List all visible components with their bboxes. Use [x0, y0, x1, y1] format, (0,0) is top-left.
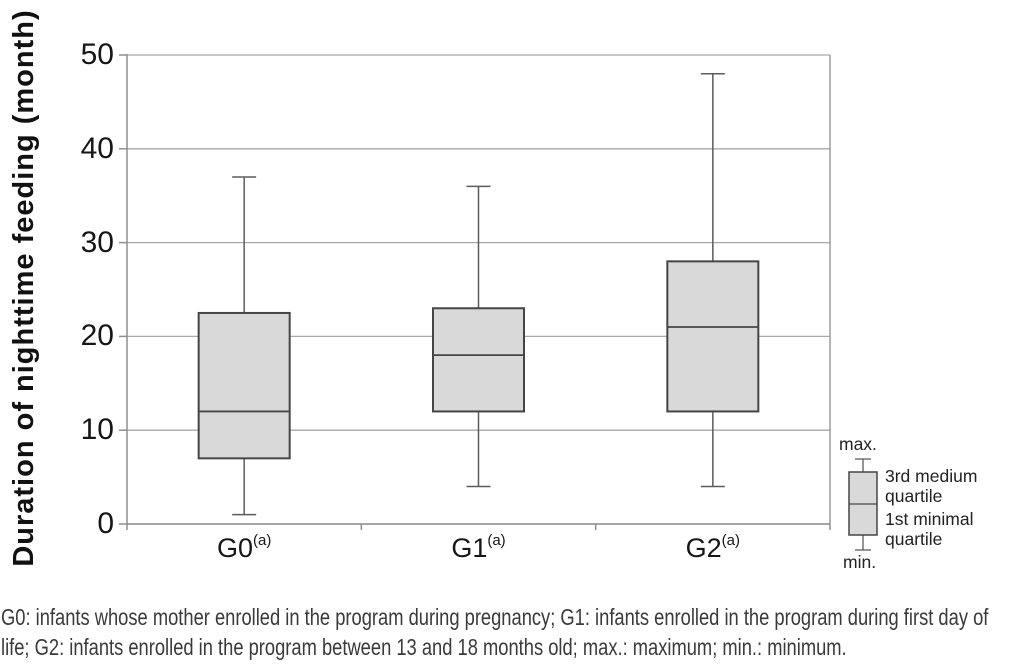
y-tick-label-40: 40	[80, 131, 114, 165]
caption-line2: life; G2: infants enrolled in the progra…	[1, 633, 847, 660]
figure-caption: G0: infants whose mother enrolled in the…	[1, 603, 1024, 662]
x-category-superscript: (a)	[487, 532, 506, 549]
box-G2-iqr-box	[666, 260, 760, 413]
legend-q1-line2: quartile	[885, 528, 943, 549]
x-category-text: G2	[685, 533, 722, 563]
legend-q3-label: 3rd medium quartile	[885, 466, 978, 506]
x-category-superscript: (a)	[721, 532, 741, 549]
x-category-label-G0: G0(a)	[169, 532, 319, 564]
legend-q3-line1: 3rd medium	[885, 466, 978, 486]
y-tick-label-50: 50	[80, 38, 114, 71]
legend-q3-line2: quartile	[885, 485, 943, 506]
x-category-label-G2: G2(a)	[638, 532, 788, 564]
y-tick-label-0: 0	[97, 507, 114, 540]
y-tick-label-20: 20	[80, 319, 114, 353]
legend-min-label: min.	[843, 552, 877, 572]
x-category-superscript: (a)	[253, 532, 272, 549]
box-G0-iqr-box	[197, 311, 291, 460]
legend-q1-line1: 1st minimal	[885, 509, 974, 529]
caption-line1: G0: infants whose mother enrolled in the…	[1, 604, 989, 630]
y-tick-label-30: 30	[80, 225, 114, 259]
box-G1-iqr-box	[432, 307, 525, 413]
legend-max-label: max.	[839, 434, 877, 454]
boxplot-canvas	[119, 54, 878, 551]
x-category-text: G1	[451, 533, 488, 563]
y-axis-title: Duration of nighttime feeding (month)	[8, 9, 40, 567]
x-category-label-G1: G1(a)	[404, 532, 554, 564]
legend-q1-label: 1st minimal quartile	[885, 509, 974, 549]
x-category-text: G0	[216, 533, 253, 563]
y-tick-label-10: 10	[80, 413, 114, 447]
